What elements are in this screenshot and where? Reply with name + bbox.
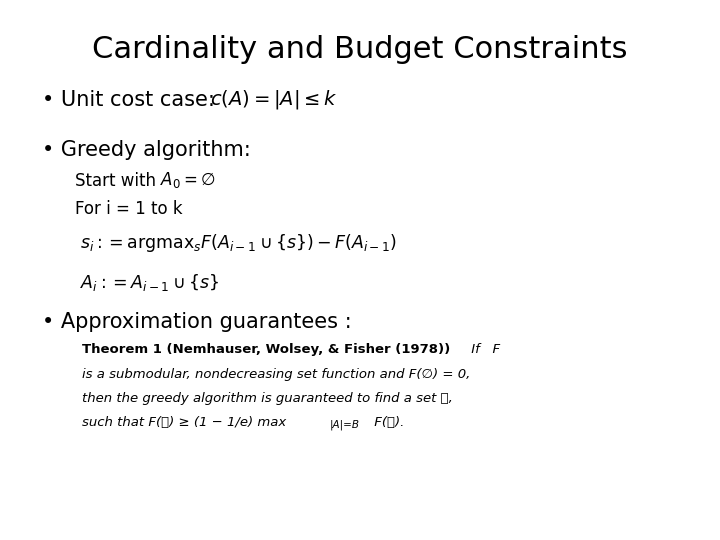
Text: Start with: Start with: [75, 172, 166, 190]
Text: such that F(𝒜) ≥ (1 − 1/e) max: such that F(𝒜) ≥ (1 − 1/e) max: [82, 416, 287, 429]
Text: If   F: If F: [467, 343, 500, 356]
Text: $A_0 = \emptyset$: $A_0 = \emptyset$: [160, 170, 216, 190]
Text: $s_i := \mathrm{argmax}_s F(A_{i-1} \cup \{s\}) - F(A_{i-1})$: $s_i := \mathrm{argmax}_s F(A_{i-1} \cup…: [80, 232, 397, 254]
Text: $c(A) = |A| \leq k$: $c(A) = |A| \leq k$: [210, 88, 338, 111]
Text: • Greedy algorithm:: • Greedy algorithm:: [42, 140, 251, 160]
Text: Theorem 1 (Nemhauser, Wolsey, & Fisher (1978)): Theorem 1 (Nemhauser, Wolsey, & Fisher (…: [82, 343, 450, 356]
Text: • Approximation guarantees :: • Approximation guarantees :: [42, 312, 351, 332]
Text: is a submodular, nondecreasing set function and F(∅) = 0,: is a submodular, nondecreasing set funct…: [82, 368, 470, 381]
Text: F(𝒜).: F(𝒜).: [370, 416, 405, 429]
Text: |A|=B: |A|=B: [330, 420, 360, 430]
Text: then the greedy algorithm is guaranteed to find a set 𝒜,: then the greedy algorithm is guaranteed …: [82, 392, 453, 405]
Text: • Unit cost case:: • Unit cost case:: [42, 90, 222, 110]
Text: Cardinality and Budget Constraints: Cardinality and Budget Constraints: [92, 35, 628, 64]
Text: $A_i := A_{i-1} \cup \{s\}$: $A_i := A_{i-1} \cup \{s\}$: [80, 272, 220, 293]
Text: For i = 1 to k: For i = 1 to k: [75, 200, 183, 218]
